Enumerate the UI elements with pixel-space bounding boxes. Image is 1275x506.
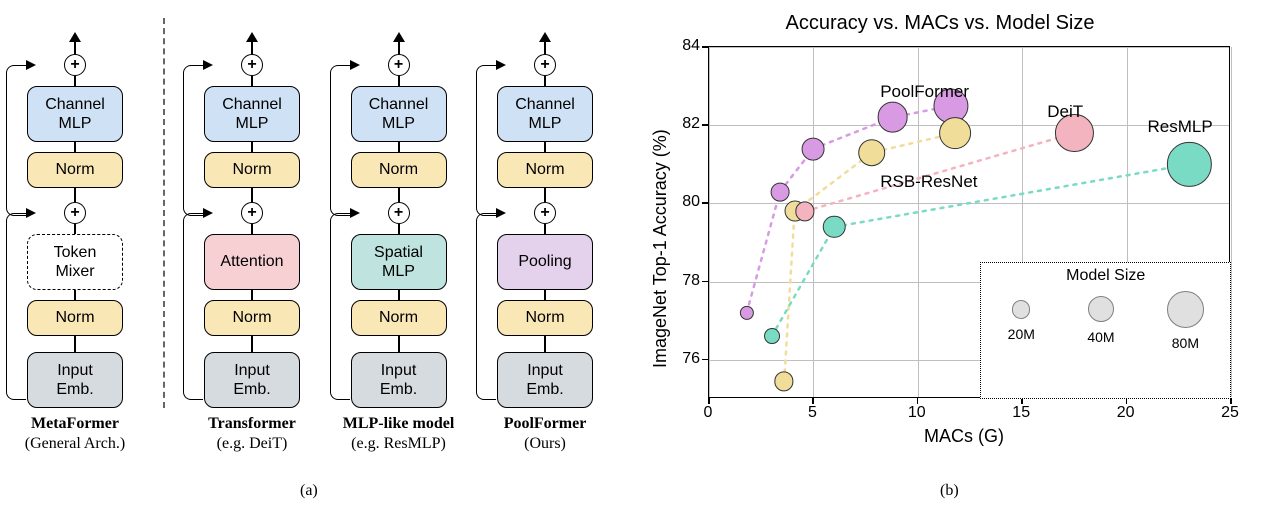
channel-mlp-block: ChannelMLP [351,86,447,142]
architecture-divider [163,18,165,408]
norm-block: Norm [497,300,593,336]
residual-add-icon: + [388,202,410,224]
residual-connection [330,213,350,400]
legend-bubble-icon [1088,296,1114,322]
norm-block: Norm [351,300,447,336]
xtick-label: 0 [704,404,713,422]
data-point-ResMLP [1167,142,1211,186]
chart-title: Accuracy vs. MACs vs. Model Size [630,12,1250,35]
plot-area: PoolFormer RSB-ResNet DeiT ResMLP Model Size… [708,46,1230,398]
residual-add-icon: + [241,202,263,224]
ytick-label: 80 [674,193,700,211]
residual-connection [6,213,26,400]
panel-b-label: (b) [940,482,959,500]
channel-mlp-block: ChannelMLP [27,86,123,142]
architecture-row: InputEmb. Norm TokenMixer + Norm ChannelMLP + M… [10,18,610,454]
norm-block: Norm [204,152,300,188]
ytick-label: 84 [674,37,700,55]
legend-item-label: 40M [1087,329,1114,345]
series-label-DeiT: DeiT [1047,102,1083,122]
arch-col-mlplike: InputEmb. Norm SpatialMLP + Norm ChannelMLP + [334,18,464,408]
arch-caption-metaformer: MetaFormer(General Arch.) [25,414,125,454]
token-mixer-block: SpatialMLP [351,234,447,290]
arch-caption-mlplike: MLP-like model(e.g. ResMLP) [343,414,455,454]
channel-mlp-block: ChannelMLP [204,86,300,142]
residual-add-icon: + [534,54,556,76]
input-emb-block: InputEmb. [497,352,593,408]
norm-block: Norm [27,300,123,336]
norm-block: Norm [497,152,593,188]
xtick-label: 25 [1221,404,1239,422]
xtick-label: 10 [908,404,926,422]
residual-add-icon: + [388,54,410,76]
residual-connection [183,65,203,216]
residual-add-icon: + [64,54,86,76]
y-axis-label: ImageNet Top-1 Accuracy (%) [650,129,671,368]
figure-container: InputEmb. Norm TokenMixer + Norm ChannelMLP + M… [0,0,1275,506]
token-mixer-block: Attention [204,234,300,290]
series-label-ResMLP: ResMLP [1147,117,1212,137]
residual-connection [330,65,350,216]
residual-connection [476,213,496,400]
data-point-RSB-ResNet [858,139,886,167]
data-point-ResMLP [764,328,780,344]
ytick-label: 76 [674,350,700,368]
legend-bubble-icon [1012,300,1030,318]
token-mixer-block: TokenMixer [27,234,123,290]
data-point-PoolFormer [877,102,908,133]
norm-block: Norm [351,152,447,188]
panel-b: Accuracy vs. MACs vs. Model Size PoolFor… [620,0,1275,506]
norm-block: Norm [27,152,123,188]
arch-col-transformer: InputEmb. Norm Attention + Norm ChannelMLP + [187,18,317,408]
arch-caption-transformer: Transformer(e.g. DeiT) [208,414,296,454]
arch-col-poolformer: InputEmb. Norm Pooling + Norm ChannelMLP + [480,18,610,408]
data-point-RSB-ResNet [939,117,971,149]
input-emb-block: InputEmb. [351,352,447,408]
data-point-PoolFormer [771,182,790,201]
arch-caption-poolformer: PoolFormer(Ours) [504,414,587,454]
data-point-ResMLP [823,216,846,239]
residual-connection [6,65,26,216]
residual-add-icon: + [64,202,86,224]
legend-box: Model Size 20M 40M 80M [980,262,1231,399]
legend-item-label: 20M [1008,326,1035,342]
residual-connection [183,213,203,400]
xtick-label: 5 [808,404,817,422]
input-emb-block: InputEmb. [27,352,123,408]
legend-title: Model Size [981,267,1230,285]
input-emb-block: InputEmb. [204,352,300,408]
ytick-label: 82 [674,115,700,133]
residual-add-icon: + [241,54,263,76]
norm-block: Norm [204,300,300,336]
xtick-label: 15 [1012,404,1030,422]
arch-col-metaformer: InputEmb. Norm TokenMixer + Norm ChannelMLP + [10,18,140,408]
residual-add-icon: + [534,202,556,224]
channel-mlp-block: ChannelMLP [497,86,593,142]
data-point-PoolFormer [802,137,825,160]
series-label-RSB-ResNet: RSB-ResNet [880,172,977,192]
x-axis-label: MACs (G) [924,426,1004,447]
legend-bubble-icon [1167,291,1204,328]
data-point-RSB-ResNet [775,372,794,391]
residual-connection [476,65,496,216]
series-label-PoolFormer: PoolFormer [880,82,969,102]
legend-item-label: 80M [1167,335,1204,351]
panel-a-label: (a) [300,482,318,500]
panel-a: InputEmb. Norm TokenMixer + Norm ChannelMLP + M… [0,0,620,506]
xtick-label: 20 [1117,404,1135,422]
token-mixer-block: Pooling [497,234,593,290]
scatter-chart: Accuracy vs. MACs vs. Model Size PoolFor… [630,12,1250,452]
data-point-PoolFormer [739,306,753,320]
ytick-label: 78 [674,272,700,290]
data-point-DeiT [795,202,814,221]
